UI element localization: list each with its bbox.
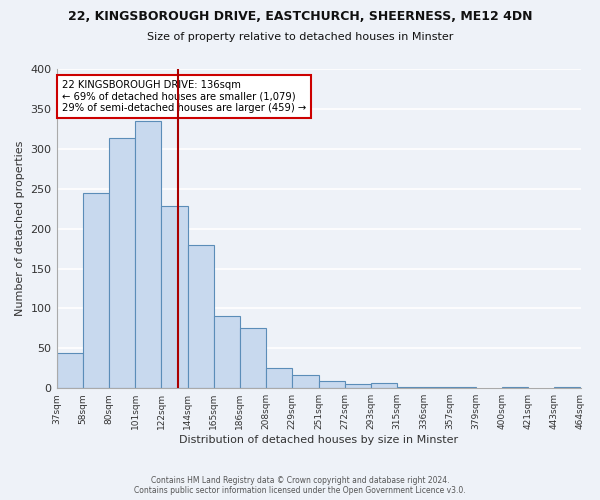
Y-axis label: Number of detached properties: Number of detached properties — [15, 141, 25, 316]
Bar — [161, 206, 188, 388]
Bar — [345, 384, 371, 388]
Text: 22 KINGSBOROUGH DRIVE: 136sqm
← 69% of detached houses are smaller (1,079)
29% o: 22 KINGSBOROUGH DRIVE: 136sqm ← 69% of d… — [62, 80, 306, 114]
X-axis label: Distribution of detached houses by size in Minster: Distribution of detached houses by size … — [179, 435, 458, 445]
Bar — [83, 192, 109, 388]
Bar — [266, 368, 292, 388]
Bar — [135, 121, 161, 388]
Bar — [240, 328, 266, 388]
Text: 22, KINGSBOROUGH DRIVE, EASTCHURCH, SHEERNESS, ME12 4DN: 22, KINGSBOROUGH DRIVE, EASTCHURCH, SHEE… — [68, 10, 532, 23]
Text: Size of property relative to detached houses in Minster: Size of property relative to detached ho… — [147, 32, 453, 42]
Bar — [188, 244, 214, 388]
Bar — [214, 316, 240, 388]
Bar — [371, 384, 397, 388]
Bar — [292, 374, 319, 388]
Bar — [424, 386, 449, 388]
Text: Contains HM Land Registry data © Crown copyright and database right 2024.
Contai: Contains HM Land Registry data © Crown c… — [134, 476, 466, 495]
Bar — [109, 138, 135, 388]
Bar — [554, 386, 580, 388]
Bar — [319, 381, 345, 388]
Bar — [56, 353, 83, 388]
